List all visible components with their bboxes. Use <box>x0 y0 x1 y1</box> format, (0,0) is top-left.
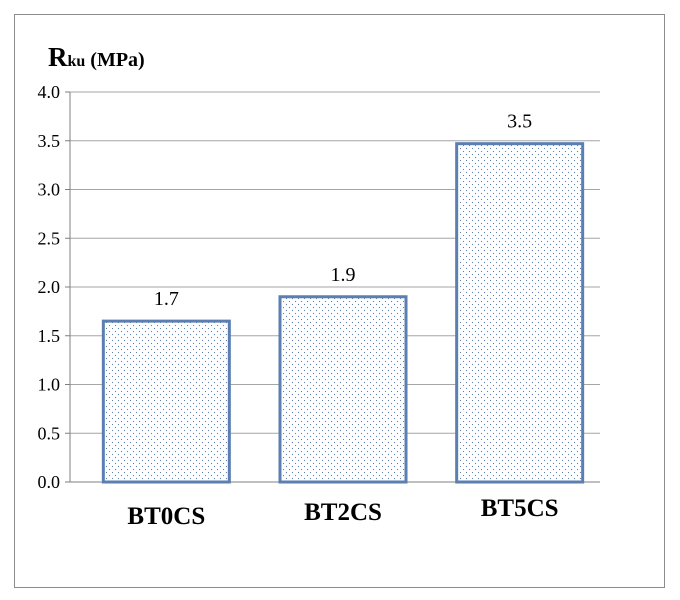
x-tick-labels: BT0CS BT2CS BT5CS <box>127 495 558 530</box>
data-label: 3.5 <box>507 111 532 133</box>
y-axis-label-main: R <box>48 42 68 72</box>
y-tick-label: 3.5 <box>38 131 61 151</box>
x-tick-label: BT2CS <box>304 499 382 526</box>
y-tick-label: 4.0 <box>38 82 61 102</box>
x-tick-label: BT5CS <box>481 495 559 522</box>
y-tick-label: 2.0 <box>38 277 61 297</box>
data-label: 1.7 <box>154 288 179 310</box>
y-axis-label: Rku (MPa) <box>48 42 145 73</box>
y-axis-label-unit: (MPa) <box>85 49 145 71</box>
x-tick-label: BT0CS <box>127 503 205 530</box>
bars <box>101 142 585 484</box>
y-tick-labels: 0.0 0.5 1.0 1.5 2.0 2.5 3.0 3.5 4.0 <box>38 82 61 492</box>
y-tick-label: 0.5 <box>38 423 61 443</box>
data-label: 1.9 <box>331 264 356 286</box>
y-tick-label: 0.0 <box>38 472 61 492</box>
y-tick-label: 3.0 <box>38 180 61 200</box>
bar-bt2cs <box>278 295 408 484</box>
y-tick-label: 1.5 <box>38 326 61 346</box>
y-axis-label-subscript: ku <box>67 53 86 70</box>
data-labels: 1.7 1.9 3.5 <box>154 111 532 310</box>
y-tick-label: 2.5 <box>38 228 61 248</box>
y-tick-label: 1.0 <box>38 375 61 395</box>
bar-bt0cs <box>101 319 231 484</box>
bar-bt5cs <box>455 142 585 484</box>
